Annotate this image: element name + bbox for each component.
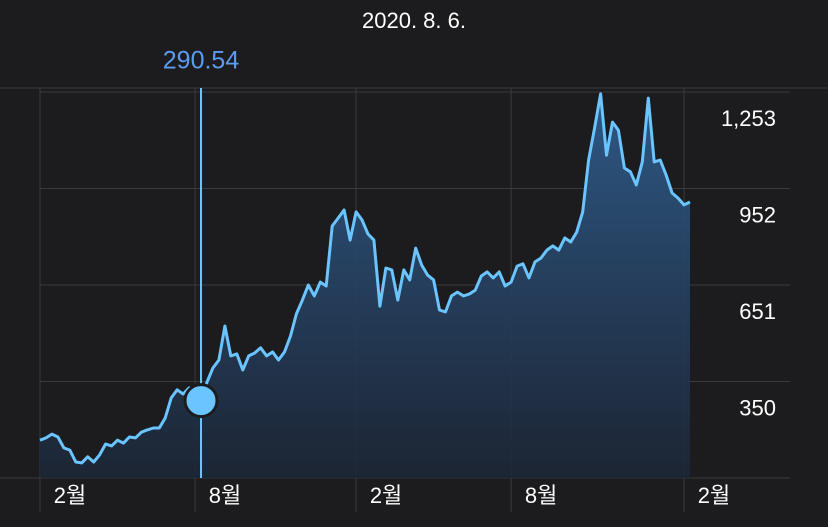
y-tick-label: 651: [739, 299, 776, 324]
x-tick-label: 2월: [54, 483, 86, 508]
area: [40, 93, 690, 479]
y-tick-label: 952: [739, 202, 776, 227]
cursor-dot: [183, 383, 219, 419]
line: [39, 92, 691, 465]
x-tick-label: 8월: [209, 483, 241, 508]
y-tick-label: 1,253: [721, 106, 776, 131]
cursor-value: 290.54: [163, 47, 240, 75]
x-tick-label: 2월: [698, 483, 730, 508]
y-tick-label: 350: [739, 395, 776, 420]
x-tick-label: 8월: [525, 483, 557, 508]
x-tick-label: 2월: [370, 483, 402, 508]
chart-title: 2020. 8. 6.: [362, 8, 466, 33]
